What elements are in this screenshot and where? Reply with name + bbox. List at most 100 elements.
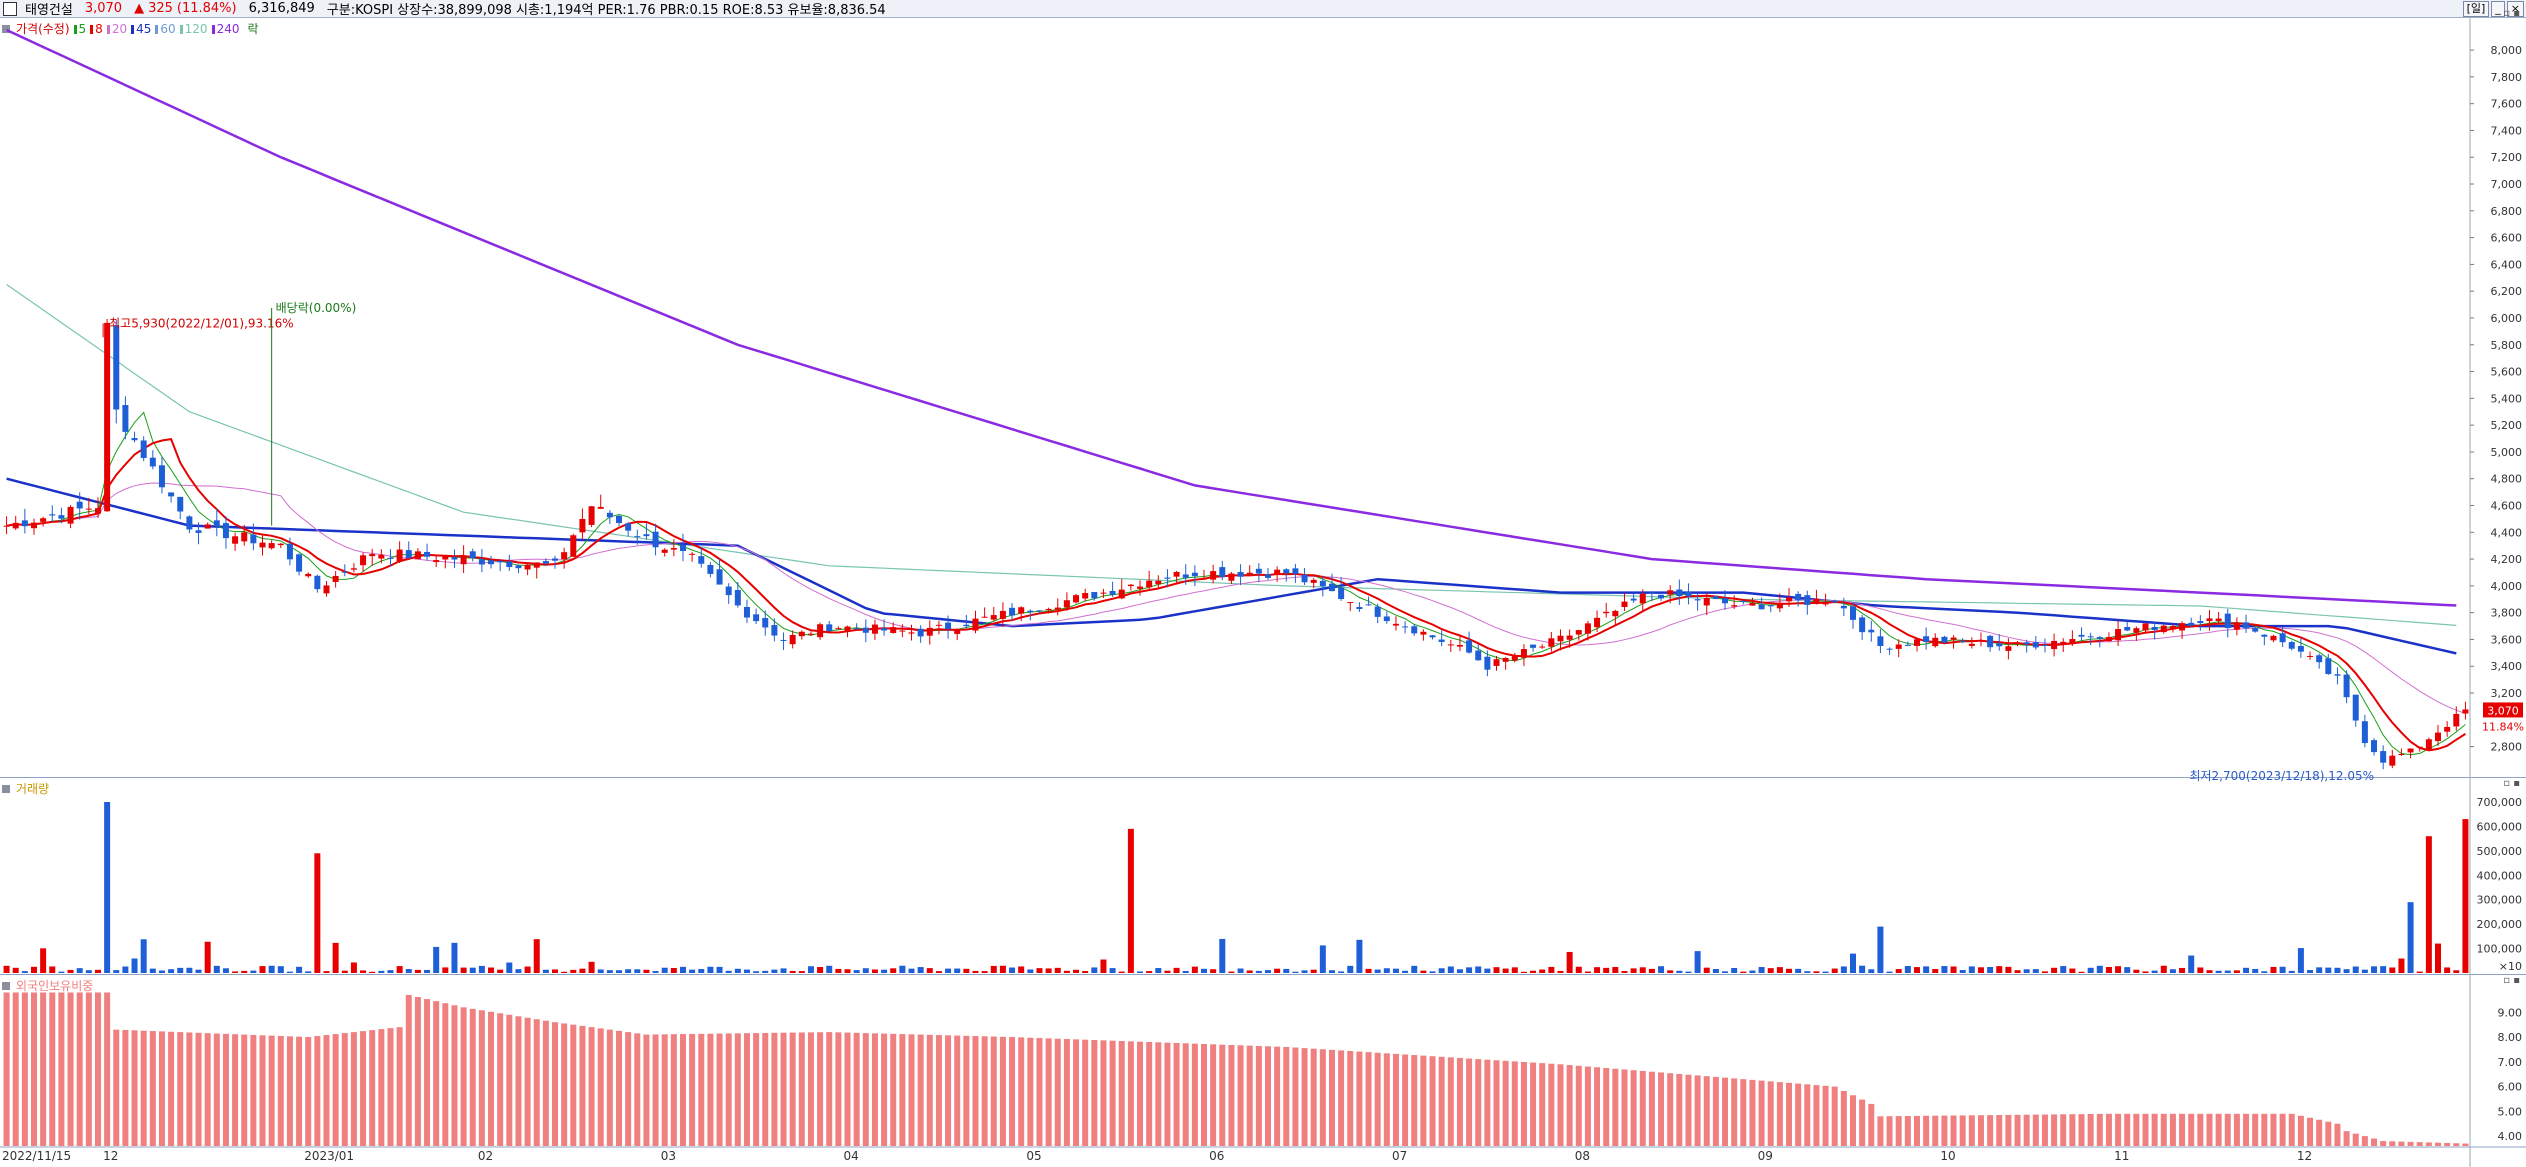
minimize-button[interactable]: _ [2491, 1, 2505, 17]
stock-name[interactable]: 태영건설 [25, 3, 73, 18]
foreign-bar [1813, 1085, 1820, 1146]
foreign-bar [186, 1032, 193, 1146]
candle [734, 590, 741, 606]
foreign-bar [1840, 1090, 1847, 1146]
foreign-bar [1520, 1061, 1527, 1146]
foreign-bar [871, 1033, 878, 1146]
volume-bar [1877, 926, 1884, 973]
foreign-bar [1923, 1115, 1930, 1146]
foreign-bar [1210, 1044, 1217, 1146]
foreign-bar [890, 1033, 897, 1146]
volume-bar [1347, 965, 1354, 973]
candle [2023, 642, 2030, 645]
foreign-bar [1630, 1070, 1637, 1146]
foreign-bar [1685, 1074, 1692, 1146]
foreign-bar [1484, 1059, 1491, 1146]
candle [1127, 584, 1134, 587]
foreign-bar [2078, 1114, 2085, 1146]
foreign-bar [314, 1036, 321, 1146]
foreign-bar [1658, 1072, 1665, 1146]
foreign-bar [1063, 1039, 1070, 1146]
volume-toggle-icon[interactable] [2, 784, 10, 793]
foreign-bar [826, 1032, 833, 1146]
foreign-bar [323, 1035, 330, 1146]
volume-bar [2334, 967, 2341, 973]
x-tick-label: 09 [1757, 1149, 1773, 1163]
foreign-bar [2105, 1113, 2112, 1146]
volume-bar [488, 967, 495, 973]
foreign-bar [2151, 1113, 2158, 1146]
candle [1210, 571, 1217, 580]
x-tick-label: 12 [103, 1149, 119, 1163]
foreign-bar [2179, 1113, 2186, 1146]
foreign-bar [524, 1017, 531, 1146]
volume-bar [935, 971, 942, 973]
panel-toggle-icon[interactable] [2, 24, 10, 33]
volume-bar [1466, 967, 1473, 973]
volume-bar [999, 965, 1006, 973]
volume-bar [1063, 970, 1070, 973]
volume-bar [2078, 971, 2085, 973]
foreign-bar [1036, 1038, 1043, 1146]
candle [286, 543, 293, 560]
volume-panel-controls[interactable]: ▫ ▪ [2503, 778, 2520, 789]
foreign-tick-label: 7.00 [2498, 1056, 2523, 1069]
volume-bar [1977, 967, 1984, 973]
foreign-bar [2087, 1114, 2094, 1146]
candle [2307, 655, 2314, 657]
foreign-bar [2160, 1113, 2167, 1146]
candle [844, 626, 851, 632]
volume-bar [76, 968, 83, 973]
volume-bar [835, 968, 842, 973]
candle [49, 514, 56, 516]
volume-bar [579, 968, 586, 973]
candle [1539, 646, 1546, 648]
candle [58, 515, 65, 519]
foreign-bar [963, 1035, 970, 1146]
foreign-bar [1776, 1082, 1783, 1146]
price-panel-controls[interactable]: ▫ ▪ [2503, 8, 2520, 19]
foreign-bar [1191, 1043, 1198, 1146]
foreign-bar [2398, 1141, 2405, 1146]
volume-legend-label: 거래량 [16, 782, 50, 796]
foreign-bar [1639, 1070, 1646, 1146]
candle [2069, 639, 2076, 645]
volume-bar [305, 971, 312, 973]
low-annotation: 최저2,700(2023/12/18),12.05% [2189, 769, 2374, 783]
foreign-panel-controls[interactable]: ▫ ▪ [2503, 975, 2520, 986]
candle [104, 322, 111, 512]
candle [2416, 746, 2423, 748]
select-checkbox[interactable] [3, 1, 17, 16]
candle [378, 554, 385, 559]
candle [1182, 574, 1189, 578]
foreign-toggle-icon[interactable] [2, 981, 10, 990]
foreign-bar [113, 1029, 120, 1146]
candle [2160, 625, 2167, 633]
foreign-bar [506, 1014, 513, 1146]
candle [771, 625, 778, 636]
foreign-bar [1575, 1065, 1582, 1146]
volume-bar [1082, 971, 1089, 973]
volume-tick-label: 100,000 [2477, 943, 2523, 956]
foreign-bar [442, 1003, 449, 1146]
foreign-bar [533, 1019, 540, 1146]
volume-bar [817, 966, 824, 973]
close-button[interactable]: × [2506, 1, 2524, 17]
period-button[interactable]: [일] [2462, 1, 2490, 17]
foreign-bar [469, 1008, 476, 1146]
candle [85, 508, 92, 510]
volume-bar [104, 802, 111, 973]
candle [2444, 726, 2451, 732]
candle [2334, 674, 2341, 676]
candle [1731, 605, 1738, 607]
foreign-bar [286, 1036, 293, 1146]
volume-bar [1520, 971, 1527, 973]
x-tick-label: 03 [660, 1149, 676, 1163]
foreign-bar [753, 1033, 760, 1146]
candle [1073, 595, 1080, 603]
volume-bar [762, 970, 769, 973]
candle [1557, 635, 1564, 642]
volume-bar [871, 969, 878, 973]
candle [542, 561, 549, 564]
